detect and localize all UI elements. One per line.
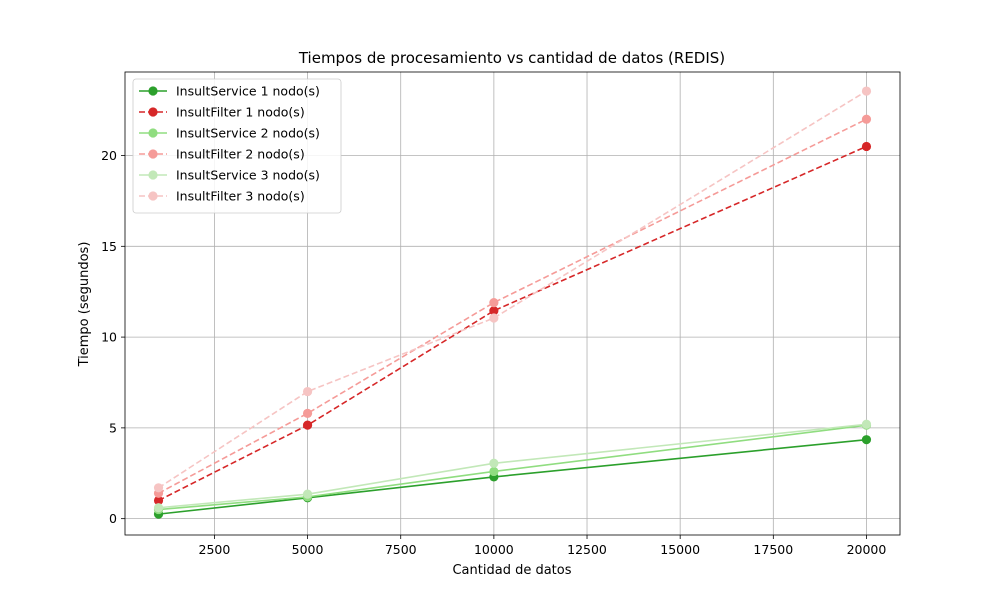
- legend-item: InsultService 3 nodo(s): [139, 168, 320, 183]
- series-line: [158, 423, 867, 509]
- data-point: [302, 408, 313, 418]
- y-axis-ticks: 0 5 10 15 20: [101, 148, 125, 526]
- legend-label: InsultService 2 nodo(s): [176, 126, 320, 141]
- x-axis-ticks: 2500 5000 7500 10000 12500 15000 17500 20000: [199, 535, 887, 557]
- data-point: [302, 420, 313, 430]
- data-point: [489, 313, 499, 323]
- y-tick-label: 15: [101, 239, 117, 254]
- data-point: [302, 386, 313, 397]
- x-tick-label: 2500: [199, 542, 231, 557]
- series-6: [153, 86, 872, 493]
- x-axis-label: Cantidad de datos: [452, 563, 571, 578]
- series-5: [153, 419, 872, 513]
- data-point: [489, 297, 499, 308]
- x-tick-label: 7500: [385, 542, 417, 557]
- y-axis-label: Tiempo (segundos): [77, 242, 92, 368]
- data-point: [153, 495, 164, 506]
- data-point: [489, 458, 499, 468]
- legend-item: InsultService 2 nodo(s): [139, 126, 320, 141]
- data-point: [861, 114, 872, 124]
- x-tick-label: 5000: [292, 542, 324, 557]
- series-line: [158, 90, 867, 489]
- series-line: [158, 118, 867, 494]
- legend-item: InsultFilter 1 nodo(s): [139, 105, 305, 120]
- y-tick-label: 20: [101, 148, 117, 163]
- legend-marker: [148, 149, 158, 159]
- data-point: [861, 86, 872, 96]
- legend-marker: [148, 191, 158, 201]
- legend-label: InsultService 3 nodo(s): [176, 168, 320, 183]
- series-2: [153, 141, 872, 506]
- y-tick-label: 10: [101, 330, 117, 345]
- series-line: [158, 424, 867, 511]
- series-line: [158, 438, 867, 515]
- legend-item: InsultFilter 3 nodo(s): [139, 189, 305, 204]
- y-tick-label: 5: [109, 420, 117, 435]
- data-point: [861, 419, 872, 429]
- data-point: [153, 483, 164, 493]
- legend-marker: [148, 86, 158, 96]
- x-tick-label: 10000: [474, 542, 514, 557]
- legend-marker: [148, 107, 158, 117]
- legend-label: InsultFilter 3 nodo(s): [176, 189, 305, 204]
- legend-item: InsultFilter 2 nodo(s): [139, 147, 305, 162]
- legend-marker: [148, 128, 158, 138]
- data-point: [153, 503, 164, 513]
- data-point: [302, 489, 313, 499]
- series-line: [158, 145, 867, 502]
- y-tick-label: 0: [109, 511, 117, 526]
- legend-marker: [148, 170, 158, 180]
- series-lines: [153, 86, 872, 519]
- chart-title: Tiempos de procesamiento vs cantidad de …: [298, 49, 725, 67]
- x-tick-label: 12500: [567, 542, 607, 557]
- data-point: [489, 466, 499, 477]
- legend-item: InsultService 1 nodo(s): [139, 84, 320, 99]
- legend-label: InsultService 1 nodo(s): [176, 84, 320, 99]
- legend-label: InsultFilter 2 nodo(s): [176, 147, 305, 162]
- x-tick-label: 17500: [753, 542, 793, 557]
- data-point: [861, 435, 872, 445]
- legend: InsultService 1 nodo(s) InsultFilter 1 no…: [132, 78, 342, 214]
- legend-box: [132, 78, 342, 214]
- x-tick-label: 20000: [847, 542, 887, 557]
- plot-frame: [124, 71, 901, 536]
- x-tick-label: 15000: [660, 542, 700, 557]
- legend-label: InsultFilter 1 nodo(s): [176, 105, 305, 120]
- data-point: [861, 141, 872, 152]
- data-point: [489, 306, 499, 316]
